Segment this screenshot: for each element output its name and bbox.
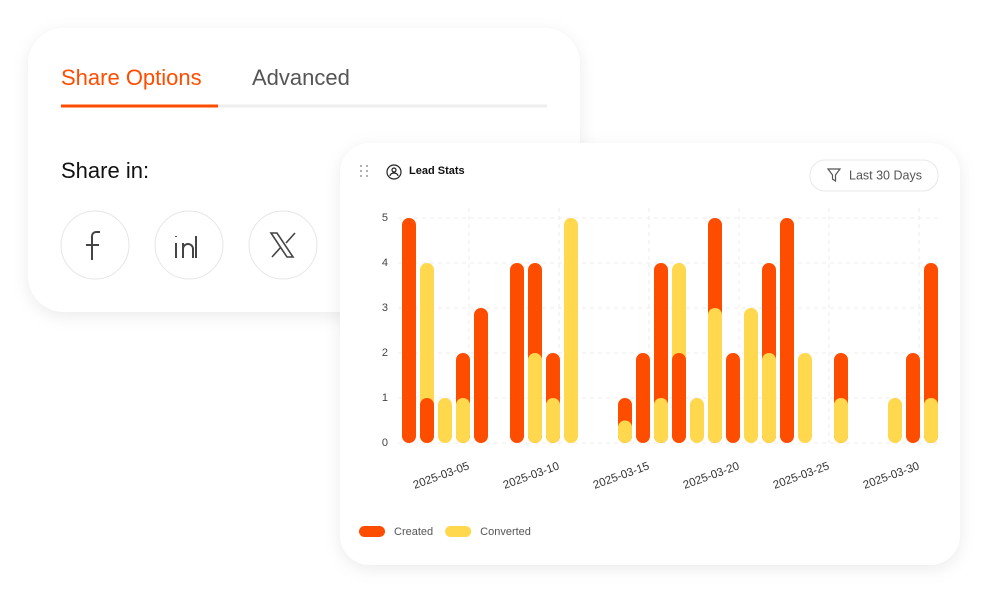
filter-button[interactable]: Last 30 Days xyxy=(809,159,939,192)
bar xyxy=(672,353,686,443)
y-tick-label: 5 xyxy=(382,212,388,224)
bar xyxy=(402,218,416,443)
bar xyxy=(708,308,722,443)
bar xyxy=(834,398,848,443)
bar xyxy=(420,398,434,443)
bar xyxy=(546,398,560,443)
bar xyxy=(636,353,650,443)
y-tick-label: 2 xyxy=(382,347,388,359)
y-tick-label: 0 xyxy=(382,437,388,449)
filter-label: Last 30 Days xyxy=(849,168,922,182)
linkedin-button[interactable] xyxy=(154,210,224,280)
tab-advanced[interactable]: Advanced xyxy=(252,65,350,90)
bar xyxy=(924,398,938,443)
bar xyxy=(474,308,488,443)
y-tick-label: 4 xyxy=(382,257,388,269)
bar xyxy=(456,398,470,443)
bar xyxy=(654,398,668,443)
bar xyxy=(690,398,704,443)
bar xyxy=(510,263,524,443)
bar xyxy=(618,420,632,443)
drag-handle[interactable] xyxy=(360,165,368,177)
bar xyxy=(780,218,794,443)
bar xyxy=(888,398,902,443)
bar xyxy=(420,263,434,443)
legend-label: Converted xyxy=(480,526,531,538)
bar xyxy=(906,353,920,443)
lead-icon xyxy=(386,164,402,180)
legend-swatch xyxy=(359,526,385,537)
legend-swatch xyxy=(445,526,472,537)
facebook-button[interactable] xyxy=(60,210,130,280)
bar xyxy=(798,353,812,443)
bar xyxy=(744,308,758,443)
share-heading: Share in: xyxy=(61,158,149,183)
x-button[interactable] xyxy=(248,210,318,280)
bar xyxy=(654,263,668,443)
chart-card xyxy=(340,143,960,565)
tab-share-options[interactable]: Share Options xyxy=(61,65,202,90)
legend-label: Created xyxy=(394,526,433,538)
bar xyxy=(762,353,776,443)
bar xyxy=(726,353,740,443)
bar xyxy=(924,263,938,443)
bar xyxy=(564,218,578,443)
y-tick-label: 3 xyxy=(382,302,388,314)
bar xyxy=(528,353,542,443)
bar xyxy=(438,398,452,443)
chart-title: Lead Stats xyxy=(409,165,465,177)
y-tick-label: 1 xyxy=(382,392,388,404)
